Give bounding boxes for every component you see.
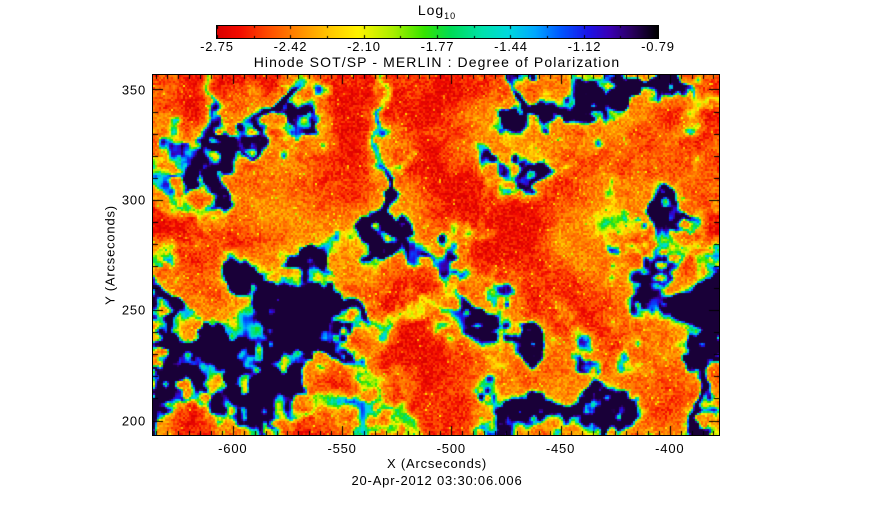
x-axis-tick-label: -500: [436, 441, 466, 456]
x-axis-tick-label: -550: [327, 441, 357, 456]
y-axis-tick-label: 250: [121, 302, 146, 318]
y-axis-tick-label: 350: [121, 82, 146, 97]
plot-title: Hinode SOT/SP - MERLIN : Degree of Polar…: [253, 54, 621, 70]
y-axis-tick-label: 200: [121, 413, 146, 428]
colorbar-tick-label: -1.12: [567, 39, 602, 54]
heatmap-canvas: [153, 75, 719, 435]
colorbar-tick-label: -2.42: [273, 39, 308, 54]
colorbar-title-main: Log: [417, 2, 445, 18]
x-axis-tick-label: -400: [655, 441, 685, 456]
x-axis-title: X (Arcseconds): [386, 456, 488, 471]
colorbar: [216, 25, 659, 39]
colorbar-tick-label: -1.77: [420, 39, 455, 54]
plot-frame: [152, 74, 720, 436]
colorbar-title-sub: 10: [444, 10, 457, 21]
colorbar-title: Log10: [152, 2, 722, 21]
y-axis-title-text: Y (Arcseconds): [102, 205, 118, 305]
x-axis-tick-label: -450: [545, 441, 576, 456]
colorbar-tick-label: -2.10: [347, 39, 381, 54]
colorbar-tick-label: -2.75: [200, 39, 234, 54]
colorbar-tick-label: -0.79: [641, 39, 675, 54]
timestamp-caption: 20-Apr-2012 03:30:06.006: [351, 473, 523, 488]
y-axis-tick-label: 300: [121, 192, 146, 208]
colorbar-tick-label: -1.44: [494, 39, 528, 54]
colorbar-gradient-canvas: [217, 26, 658, 38]
x-axis-tick-label: -600: [218, 441, 248, 456]
